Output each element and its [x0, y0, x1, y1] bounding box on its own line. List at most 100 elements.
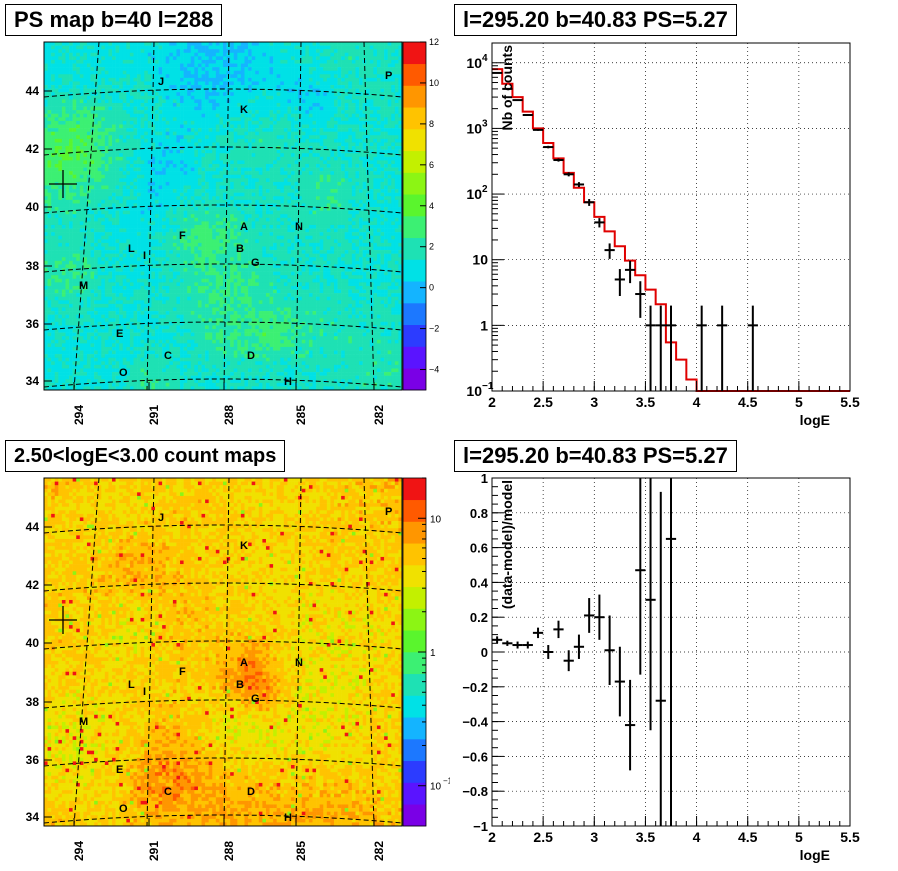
ps-map-colorbar-swatch [403, 63, 426, 86]
ps-map-parallel-line [44, 88, 402, 98]
ps-map-colorbar-swatch [403, 150, 426, 173]
residual-y-tick-label: 0.2 [470, 610, 488, 625]
spectrum-x-tick-label: 3.5 [636, 394, 656, 410]
spectrum-x-tick-label: 2 [488, 394, 496, 410]
count-map-lon-label: 294 [72, 841, 86, 861]
spectrum-panel: 2 2.5 3 3.5 4 4.5 5 5.5 logE 10 4 10 3 10 2 10 1 10 −1 Nb o… [450, 0, 898, 435]
ps-map-parallel-line [44, 146, 402, 156]
count-map-lat-label: 42 [26, 578, 40, 592]
count-map-meridian-line [73, 478, 100, 826]
ps-map-colorbar-swatch [403, 107, 426, 130]
count-map-parallel-line [44, 757, 402, 767]
ps-map-source-label: J [158, 76, 164, 88]
residual-x-tick-label: 2.5 [533, 829, 553, 845]
count-map-meridian-line [223, 478, 230, 826]
count-map-colorbar-swatch [403, 565, 426, 588]
count-map-parallel-line [44, 814, 402, 824]
count-map-lon-label: 288 [222, 841, 236, 861]
residual-y-tick-label: −1 [473, 819, 488, 834]
spectrum-y-tick-label: 1 [480, 317, 488, 333]
count-map-coordinate-grid [44, 478, 402, 826]
count-map-source-label: I [143, 686, 146, 698]
spectrum-frame [491, 42, 851, 392]
count-map-lon-label: 285 [294, 841, 308, 861]
ps-map-colorbar-frame [402, 41, 427, 391]
spectrum-data-points [492, 71, 758, 391]
spectrum-y-tick-label: 10 [466, 383, 482, 399]
ps-map-source-label: M [79, 280, 88, 292]
count-map-lon-label: 282 [372, 841, 386, 861]
ps-map-colorbar-label: 12 [429, 37, 439, 47]
ps-map-frame [43, 41, 403, 391]
ps-map-lon-label: 285 [294, 405, 308, 425]
ps-map-colorbar-label: −2 [429, 324, 439, 334]
count-map-colorbar-swatch [403, 521, 426, 544]
spectrum-x-axis-label: logE [800, 412, 830, 428]
count-map-colorbar-swatch [403, 608, 426, 631]
count-map-parallel-line [44, 582, 402, 592]
ps-map-parallel-line [44, 378, 402, 388]
count-map-axes: 44 42 40 38 36 34 294 291 288 285 282 [26, 520, 386, 861]
ps-map-lon-label: 282 [372, 405, 386, 425]
ps-map-meridian-line [295, 42, 302, 390]
residual-title: l=295.20 b=40.83 PS=5.27 [454, 440, 737, 472]
ps-map-parallel-line [44, 204, 402, 214]
ps-map-lon-label: 288 [222, 405, 236, 425]
residual-y-tick-label: 0.4 [470, 575, 489, 590]
ps-map-colorbar-swatch [403, 303, 426, 326]
spectrum-x-tick-label: 5.5 [840, 394, 860, 410]
spectrum-y-tick-label: 10 [472, 252, 488, 268]
ps-map-colorbar-swatch [403, 194, 426, 217]
spectrum-x-tick-label: 5 [795, 394, 803, 410]
ps-map-meridian-line [146, 42, 155, 390]
residual-y-tick-label: −0.2 [462, 680, 488, 695]
residual-y-tick-label: 0.8 [470, 506, 488, 521]
ps-map-meridian-line [363, 42, 375, 390]
spectrum-y-tick-exponent: 3 [482, 118, 488, 129]
count-map-source-label: P [385, 506, 392, 518]
ps-map-source-label: H [284, 376, 292, 388]
ps-map-colorbar-label: −4 [429, 365, 439, 375]
count-map-title: 2.50<logE<3.00 count maps [5, 440, 286, 472]
spectrum-y-tick-label: 10 [466, 186, 482, 202]
ps-map-parallel-line [44, 263, 402, 273]
ps-map-coordinate-grid [44, 42, 402, 390]
count-map-colorbar-swatch [403, 804, 426, 827]
count-map-source-label: H [284, 812, 292, 824]
ps-map-lat-label: 42 [26, 142, 40, 156]
ps-map-source-label: B [236, 243, 244, 255]
ps-map-meridian-line [73, 42, 100, 390]
count-map-meridian-line [295, 478, 302, 826]
spectrum-y-axis-label: Nb of counts [499, 45, 515, 131]
residual-data-points [492, 478, 677, 826]
ps-map-lat-label: 44 [26, 84, 40, 98]
count-map-colorbar-swatch [403, 760, 426, 783]
count-map-colorbar-swatch [403, 543, 426, 566]
count-map-parallel-line [44, 524, 402, 534]
residual-axes: 2 2.5 3 3.5 4 4.5 5 5.5 logE 1 0.8 0.6 0.4 0.2 0 −0.2 −0… [462, 471, 860, 863]
spectrum-y-tick-exponent: −1 [482, 381, 494, 392]
count-map-frame [43, 477, 403, 827]
count-map-lat-label: 34 [26, 810, 40, 824]
residual-y-tick-label: 0 [481, 645, 488, 660]
spectrum-y-tick-exponent: 4 [482, 53, 488, 64]
count-map-source-label: K [240, 540, 248, 552]
spectrum-x-tick-label: 4 [693, 394, 701, 410]
ps-map-colorbar-label: 2 [429, 242, 434, 252]
ps-map-colorbar-swatch [403, 172, 426, 195]
ps-map-lon-label: 291 [147, 405, 161, 425]
ps-map-source-label: D [247, 350, 255, 362]
count-map-source-labels: P J K A N F BG LI M E C D O H [79, 506, 392, 824]
count-map-source-label: L [128, 679, 135, 691]
count-map-parallel-line [44, 699, 402, 709]
ps-map-heatmap [44, 42, 402, 390]
spectrum-y-tick-label: 10 [466, 120, 482, 136]
residual-x-tick-label: 4 [693, 829, 701, 845]
ps-map-colorbar-label: 0 [429, 283, 434, 293]
residual-y-tick-label: 1 [481, 471, 488, 486]
ps-map-colorbar-swatch [403, 368, 426, 391]
count-map-lat-label: 44 [26, 520, 40, 534]
